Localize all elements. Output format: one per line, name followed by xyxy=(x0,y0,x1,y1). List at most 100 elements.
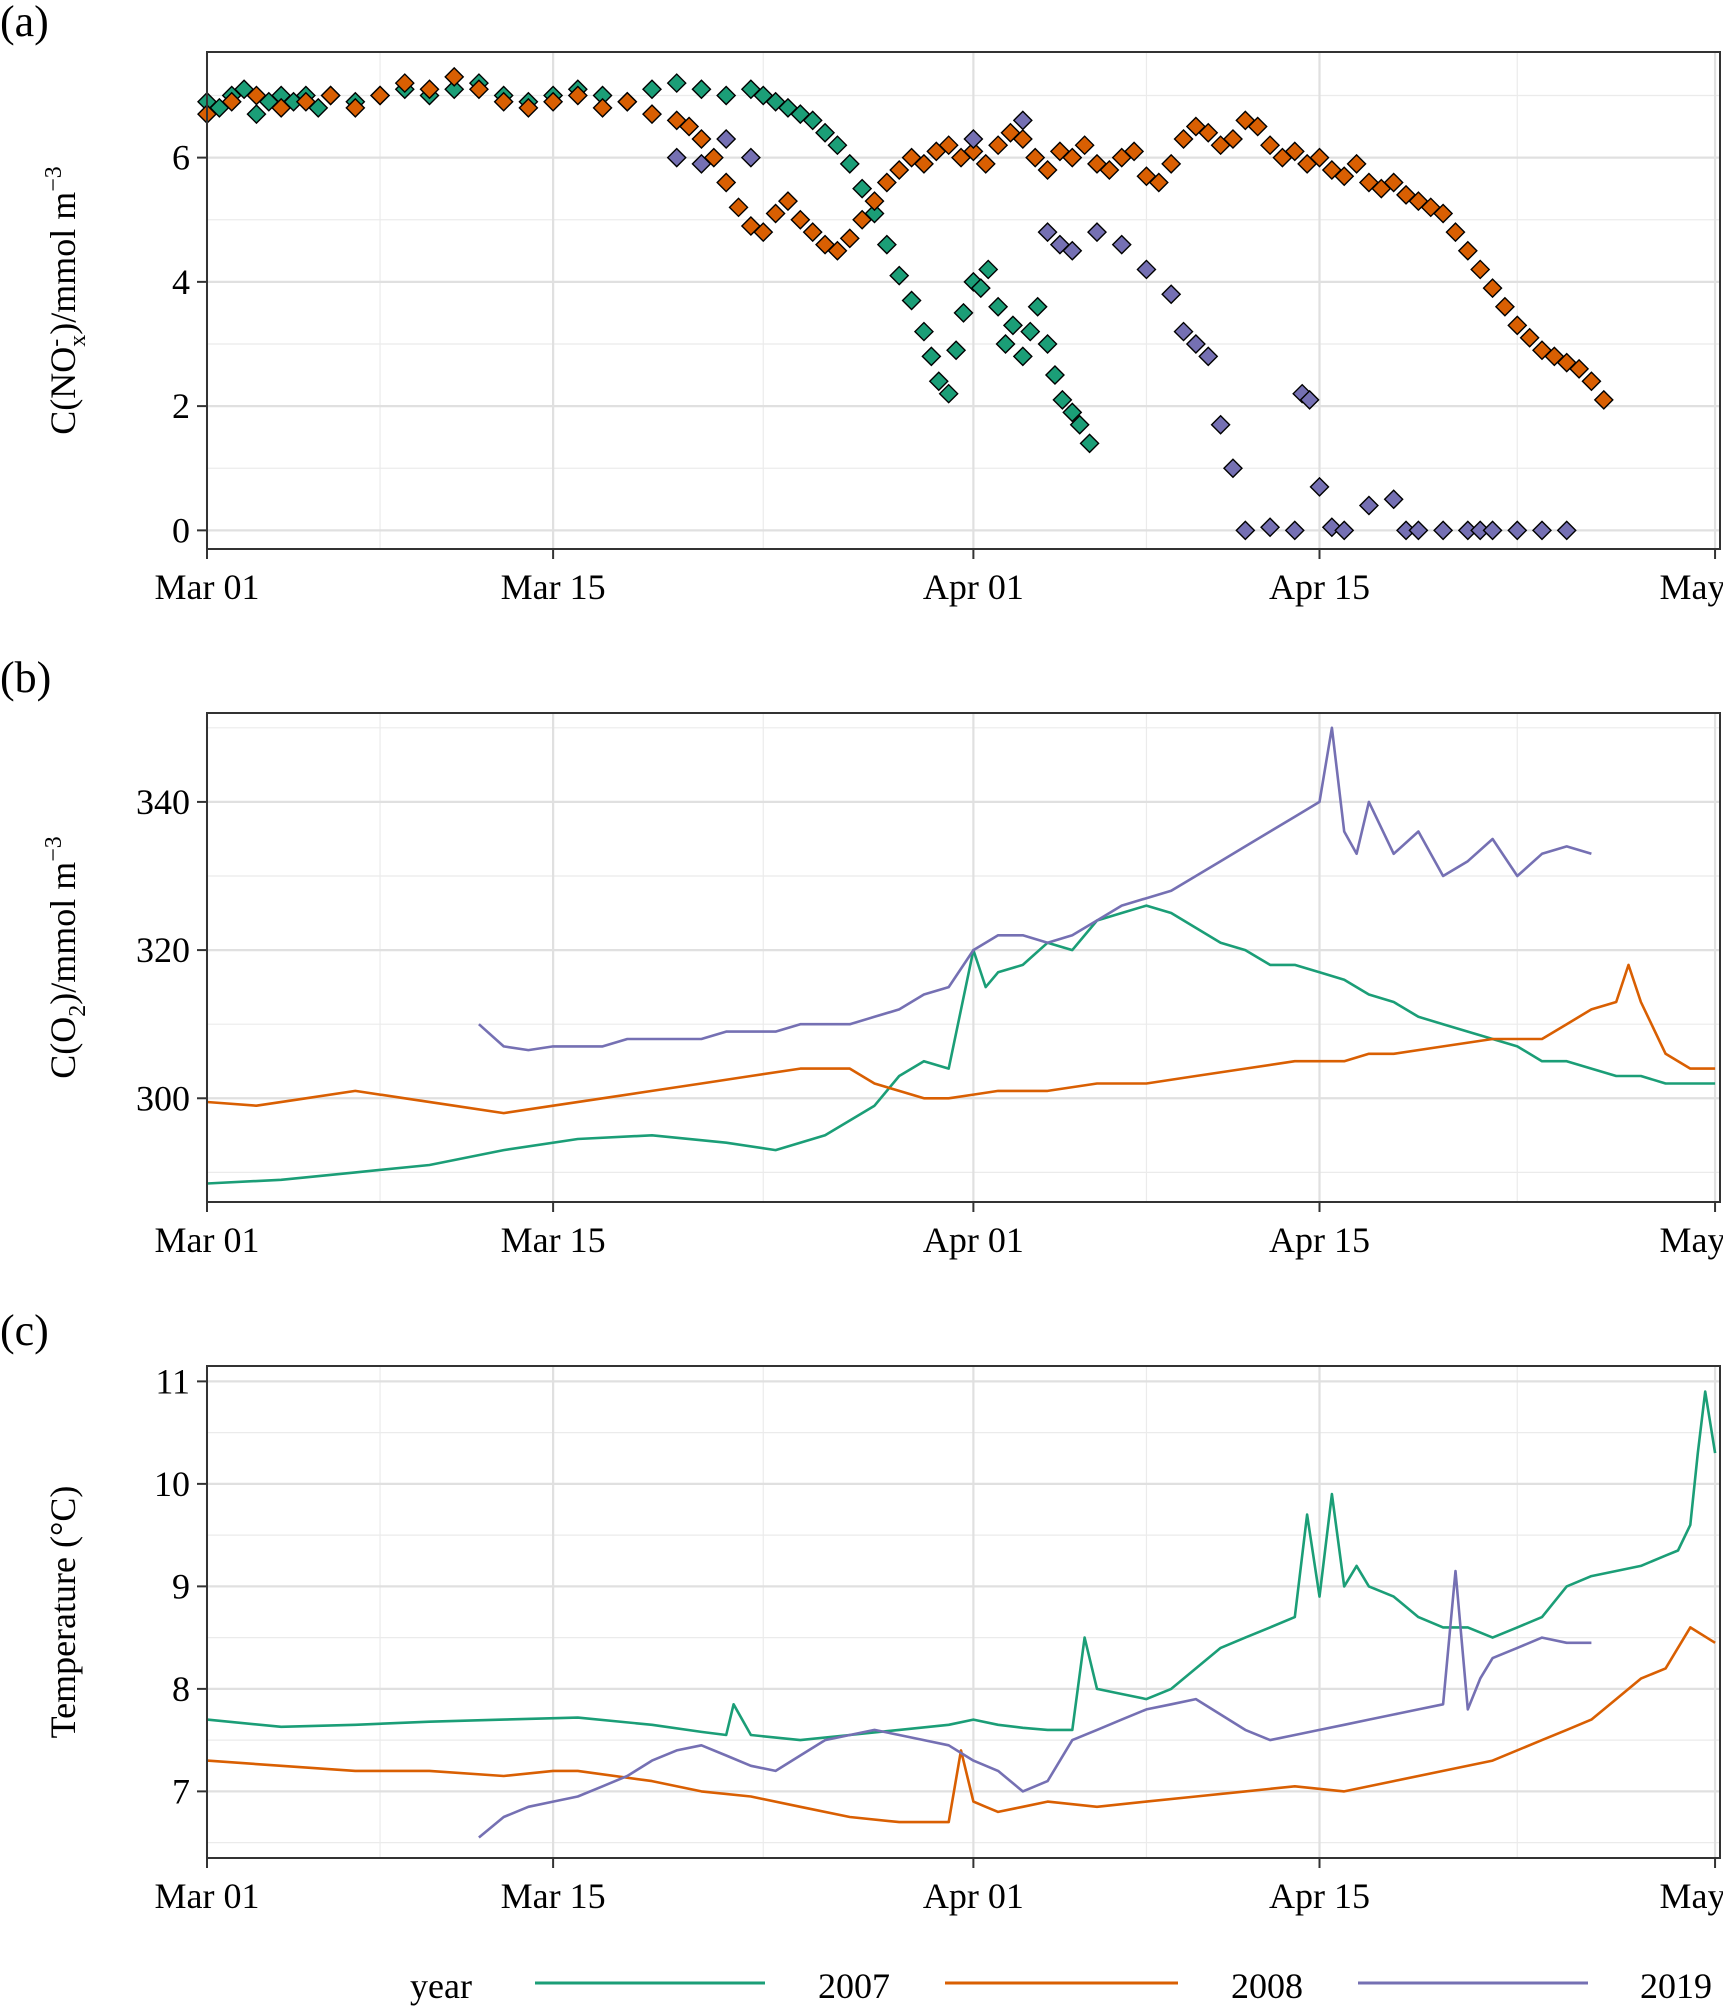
point-2008 xyxy=(691,128,712,149)
point-2008 xyxy=(1222,128,1243,149)
point-2008 xyxy=(913,153,934,174)
point-2019 xyxy=(691,153,712,174)
point-2007 xyxy=(1044,365,1065,386)
point-2008 xyxy=(1037,160,1058,181)
point-2008 xyxy=(543,91,564,112)
point-2019 xyxy=(1299,389,1320,410)
x-tick-label: Apr 15 xyxy=(1269,567,1370,607)
y-tick-label: 10 xyxy=(154,1464,190,1504)
point-2019 xyxy=(1087,222,1107,243)
point-2008 xyxy=(864,191,885,212)
point-2019 xyxy=(1556,520,1577,541)
series-line-2007 xyxy=(206,1390,1717,1742)
legend: year 2007 2008 2019 xyxy=(410,1966,1712,2006)
point-2008 xyxy=(777,191,798,212)
point-2008 xyxy=(271,97,292,118)
point-2008 xyxy=(889,160,910,181)
point-2019 xyxy=(1222,458,1243,479)
point-2008 xyxy=(1346,153,1367,174)
point-2007 xyxy=(913,321,934,342)
point-2008 xyxy=(876,172,897,193)
point-2019 xyxy=(1334,520,1355,541)
point-2008 xyxy=(1012,128,1033,149)
point-2008 xyxy=(1198,122,1219,143)
point-2008 xyxy=(246,85,267,106)
point-2008 xyxy=(802,222,823,243)
point-2008 xyxy=(567,85,588,106)
point-2019 xyxy=(1433,520,1454,541)
x-tick-label: Apr 15 xyxy=(1269,1876,1370,1916)
point-2008 xyxy=(1161,153,1182,174)
point-2019 xyxy=(1173,321,1194,342)
panel-a-label: (a) xyxy=(0,0,49,46)
point-2007 xyxy=(827,135,848,156)
point-2007 xyxy=(889,265,910,286)
y-tick-label: 300 xyxy=(136,1078,190,1118)
y-axis-title: C(O2)/mmol m−3 xyxy=(41,836,91,1079)
point-2008 xyxy=(988,135,1009,156)
legend-title: year xyxy=(410,1966,472,2006)
point-2019 xyxy=(1012,110,1033,131)
point-2019 xyxy=(716,128,737,149)
point-2008 xyxy=(617,91,638,112)
x-tick-label: May 01 xyxy=(1660,1876,1723,1916)
point-2007 xyxy=(988,296,1009,317)
point-2008 xyxy=(963,141,984,162)
point-2007 xyxy=(1062,402,1083,423)
x-tick-label: Mar 01 xyxy=(155,1876,260,1916)
y-tick-label: 2 xyxy=(172,386,190,426)
point-2008 xyxy=(1383,172,1404,193)
point-2019 xyxy=(1111,234,1132,255)
point-2007 xyxy=(852,178,873,199)
point-2008 xyxy=(975,153,996,174)
y-tick-label: 6 xyxy=(172,138,190,178)
series-line-2019 xyxy=(478,726,1592,1052)
point-2008 xyxy=(938,135,959,156)
point-2008 xyxy=(592,97,613,118)
point-2019 xyxy=(1383,489,1404,510)
point-2007 xyxy=(815,122,836,143)
point-2008 xyxy=(827,240,848,261)
point-2008 xyxy=(493,91,514,112)
panel-a-plot: 0 2 4 6 Mar 01 Mar 15 Apr 01 Apr 15 May 01 C(NO-x… xyxy=(41,51,1723,607)
point-2019 xyxy=(1260,517,1281,538)
point-2007 xyxy=(716,85,737,106)
point-2019 xyxy=(1358,495,1379,516)
point-2008 xyxy=(728,197,749,218)
point-2007 xyxy=(802,110,823,131)
x-tick-label: Mar 15 xyxy=(501,1220,606,1260)
point-2008 xyxy=(679,116,700,137)
y-tick-label: 11 xyxy=(155,1361,190,1401)
point-2019 xyxy=(1062,240,1083,261)
legend-label-2007: 2007 xyxy=(818,1966,890,2006)
y-tick-label: 8 xyxy=(172,1669,190,1709)
point-2007 xyxy=(1012,346,1033,367)
point-2008 xyxy=(642,104,662,125)
point-2007 xyxy=(1079,433,1100,454)
panel-c: (c) 7 8 9 10 11 Mar 01 Mar 15 Apr 01 Apr 15 May 0… xyxy=(0,1306,1723,1916)
point-2008 xyxy=(1470,259,1491,280)
x-tick-label: Apr 15 xyxy=(1269,1220,1370,1260)
point-2007 xyxy=(1052,389,1073,410)
panel-b: (b) 300 320 340 Mar 01 Mar 15 Apr 01 Apr 15 May… xyxy=(0,653,1723,1260)
point-2008 xyxy=(1247,116,1268,137)
y-axis-title: C(NO-x)/mmol m−3 xyxy=(41,166,91,435)
point-2007 xyxy=(901,290,922,311)
point-2007 xyxy=(938,383,959,404)
x-tick-label: Apr 01 xyxy=(923,567,1024,607)
point-2008 xyxy=(1025,147,1046,168)
point-2008 xyxy=(1062,147,1083,168)
panel-border xyxy=(206,1365,1721,1859)
point-2007 xyxy=(970,278,991,299)
point-2008 xyxy=(1593,389,1614,410)
point-2008 xyxy=(1457,240,1478,261)
point-2008 xyxy=(1260,135,1281,156)
point-2007 xyxy=(921,346,942,367)
point-2008 xyxy=(839,228,860,249)
point-2019 xyxy=(1185,333,1206,354)
x-tick-label: Mar 15 xyxy=(501,1876,606,1916)
point-2007 xyxy=(1037,333,1058,354)
point-2019 xyxy=(1235,520,1256,541)
y-tick-label: 0 xyxy=(172,510,190,550)
point-2019 xyxy=(963,128,984,149)
